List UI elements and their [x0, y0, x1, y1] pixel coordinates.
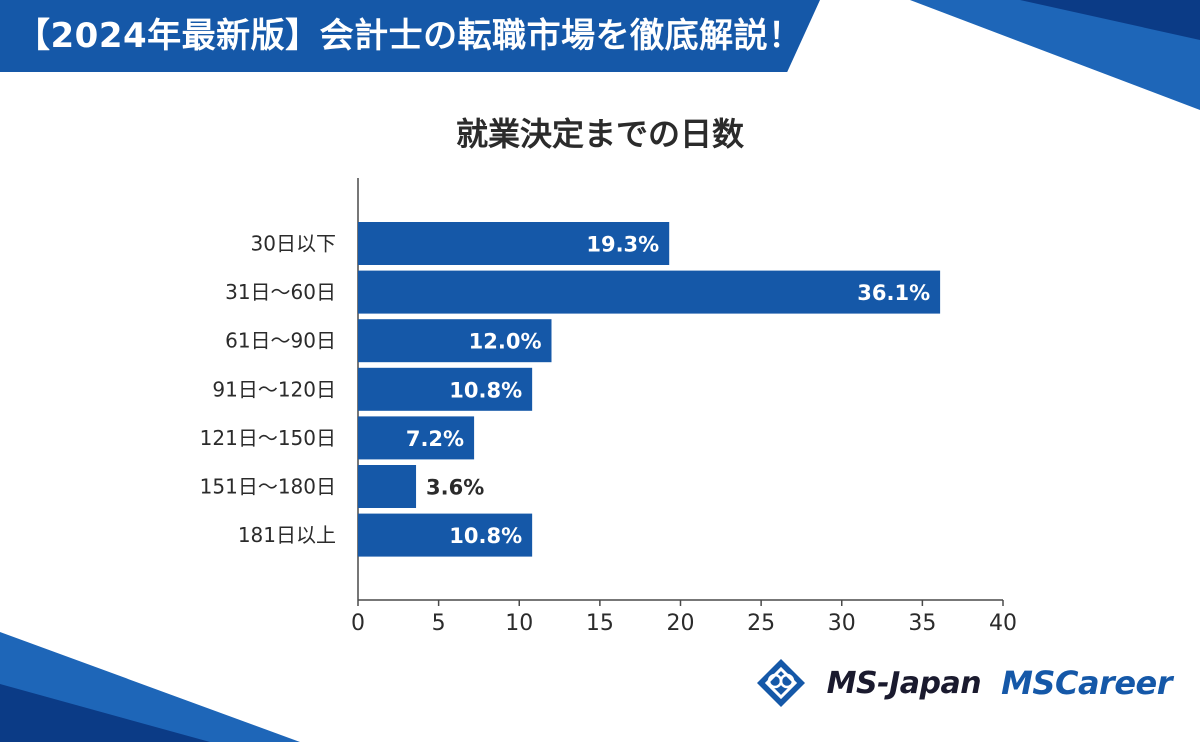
brand-logos: MS-Japan MSCareer	[755, 658, 1172, 708]
x-tick-label-40: 40	[989, 611, 1017, 636]
value-label-0: 19.3%	[586, 233, 659, 257]
bar-2	[358, 319, 552, 363]
value-label-6: 10.8%	[449, 524, 522, 548]
chart-title: 就業決定までの日数	[455, 115, 744, 153]
value-label-2: 12.0%	[469, 330, 542, 354]
x-tick-label-0: 0	[351, 611, 365, 636]
category-label-0: 30日以下	[251, 232, 336, 256]
x-tick-label-20: 20	[667, 611, 695, 636]
bar-0	[358, 222, 670, 265]
mscareer-logo-text: MSCareer	[1001, 664, 1172, 702]
value-label-5: 3.6%	[426, 476, 484, 500]
bar-1	[358, 270, 941, 314]
header-band	[0, 0, 820, 72]
value-label-4: 7.2%	[406, 427, 464, 451]
ms-japan-logo-text: MS-Japan	[826, 665, 982, 701]
category-label-1: 31日～60日	[225, 280, 336, 304]
x-tick-label-10: 10	[505, 611, 533, 636]
bar-6	[358, 513, 533, 557]
x-tick-label-15: 15	[586, 611, 614, 636]
category-label-3: 91日～120日	[212, 377, 336, 401]
x-tick-label-30: 30	[828, 611, 856, 636]
category-label-6: 181日以上	[238, 523, 336, 547]
category-label-5: 151日～180日	[200, 475, 336, 499]
category-label-2: 61日～90日	[225, 329, 336, 353]
page-title: 【2024年最新版】会計士の転職市場を徹底解説！	[16, 16, 803, 56]
value-label-3: 10.8%	[449, 378, 522, 402]
x-tick-label-5: 5	[432, 611, 446, 636]
bar-3	[358, 367, 533, 411]
x-tick-label-35: 35	[908, 611, 936, 636]
value-label-1: 36.1%	[857, 281, 930, 305]
x-tick-label-25: 25	[747, 611, 775, 636]
bar-5	[358, 465, 417, 508]
bar-4	[358, 416, 475, 460]
category-label-4: 121日～150日	[200, 426, 336, 450]
ms-japan-logo-mark-icon	[756, 659, 805, 707]
